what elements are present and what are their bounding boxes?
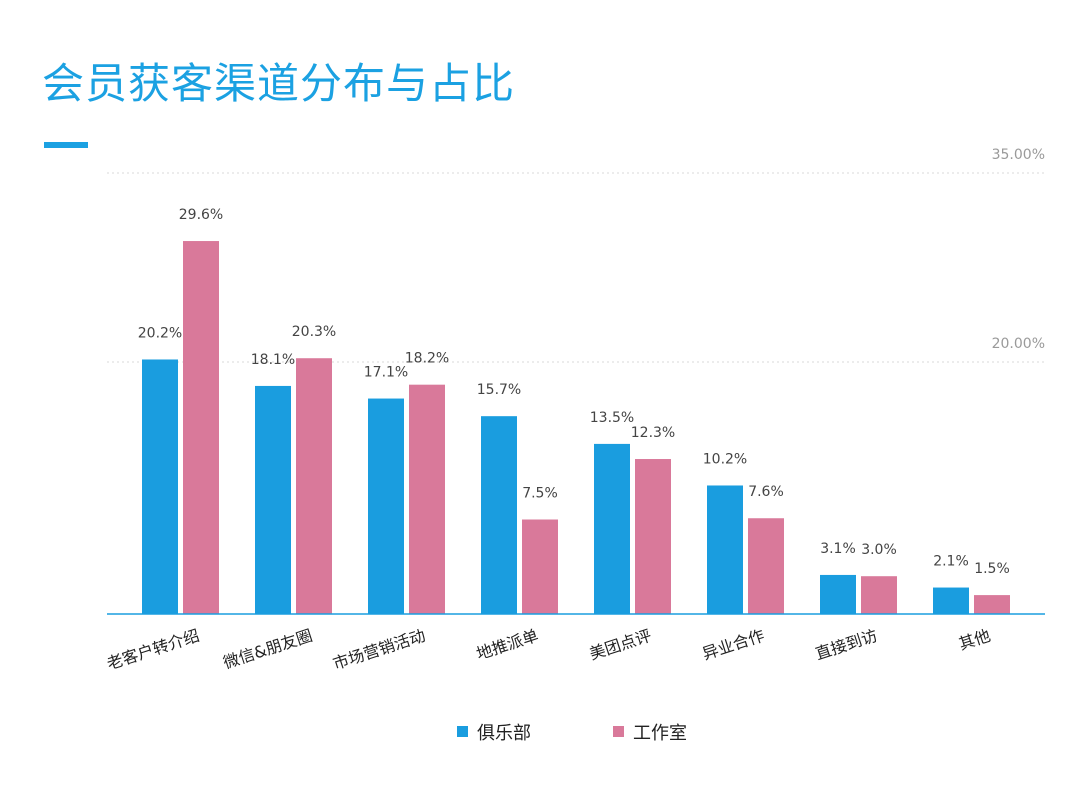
y-tick-label: 35.00%: [992, 147, 1045, 163]
bar-studio: [635, 459, 671, 614]
bar-studio: [296, 358, 332, 614]
legend-swatch: [457, 726, 468, 737]
bar-studio: [522, 519, 558, 614]
bar-club: [594, 443, 630, 614]
y-tick-label: 20.00%: [992, 336, 1045, 352]
title-underline: [44, 142, 88, 148]
bar-club: [933, 587, 969, 614]
bar-club: [707, 485, 743, 614]
category-label: 老客户转介绍: [105, 626, 202, 674]
category-label: 地推派单: [474, 626, 541, 664]
category-label: 美团点评: [587, 626, 654, 664]
bar-club: [255, 385, 291, 614]
bar-club: [368, 398, 404, 614]
bar-value-label: 10.2%: [703, 451, 747, 467]
bar-value-label: 29.6%: [179, 207, 223, 223]
bar-value-label: 1.5%: [974, 561, 1010, 577]
bar-value-label: 2.1%: [933, 554, 969, 570]
page-title: 会员获客渠道分布与占比: [42, 59, 516, 108]
bar-studio: [861, 576, 897, 614]
bar-studio: [183, 241, 219, 615]
bar-value-label: 7.6%: [748, 484, 784, 500]
category-label: 直接到访: [813, 626, 880, 664]
category-label: 其他: [956, 626, 992, 654]
category-label: 市场营销活动: [331, 626, 428, 674]
legend: 俱乐部 工作室: [457, 723, 687, 744]
grid-lines: 20.00% 35.00%: [107, 147, 1045, 363]
bar-club: [481, 416, 517, 614]
bar-value-label: 15.7%: [477, 382, 521, 398]
bar-value-label: 12.3%: [631, 425, 675, 441]
bar-studio: [974, 595, 1010, 614]
legend-swatch: [613, 726, 624, 737]
bar-value-label: 17.1%: [364, 365, 408, 381]
bar-value-label: 20.3%: [292, 324, 336, 340]
bar-studio: [748, 518, 784, 614]
bar-value-label: 3.1%: [820, 541, 856, 557]
legend-label: 俱乐部: [477, 723, 531, 744]
bar-club: [820, 574, 856, 614]
category-label: 微信&朋友圈: [221, 626, 315, 673]
bar-value-label: 13.5%: [590, 410, 634, 426]
bars: [142, 241, 1010, 615]
bar-value-label: 18.1%: [251, 352, 295, 368]
bar-studio: [409, 384, 445, 614]
legend-label: 工作室: [633, 723, 687, 744]
bar-value-label: 3.0%: [861, 542, 897, 558]
category-label: 异业合作: [700, 626, 767, 664]
bar-club: [142, 359, 178, 614]
bar-value-label: 20.2%: [138, 325, 182, 341]
bar-value-label: 7.5%: [522, 486, 558, 502]
bar-value-label: 18.2%: [405, 351, 449, 367]
